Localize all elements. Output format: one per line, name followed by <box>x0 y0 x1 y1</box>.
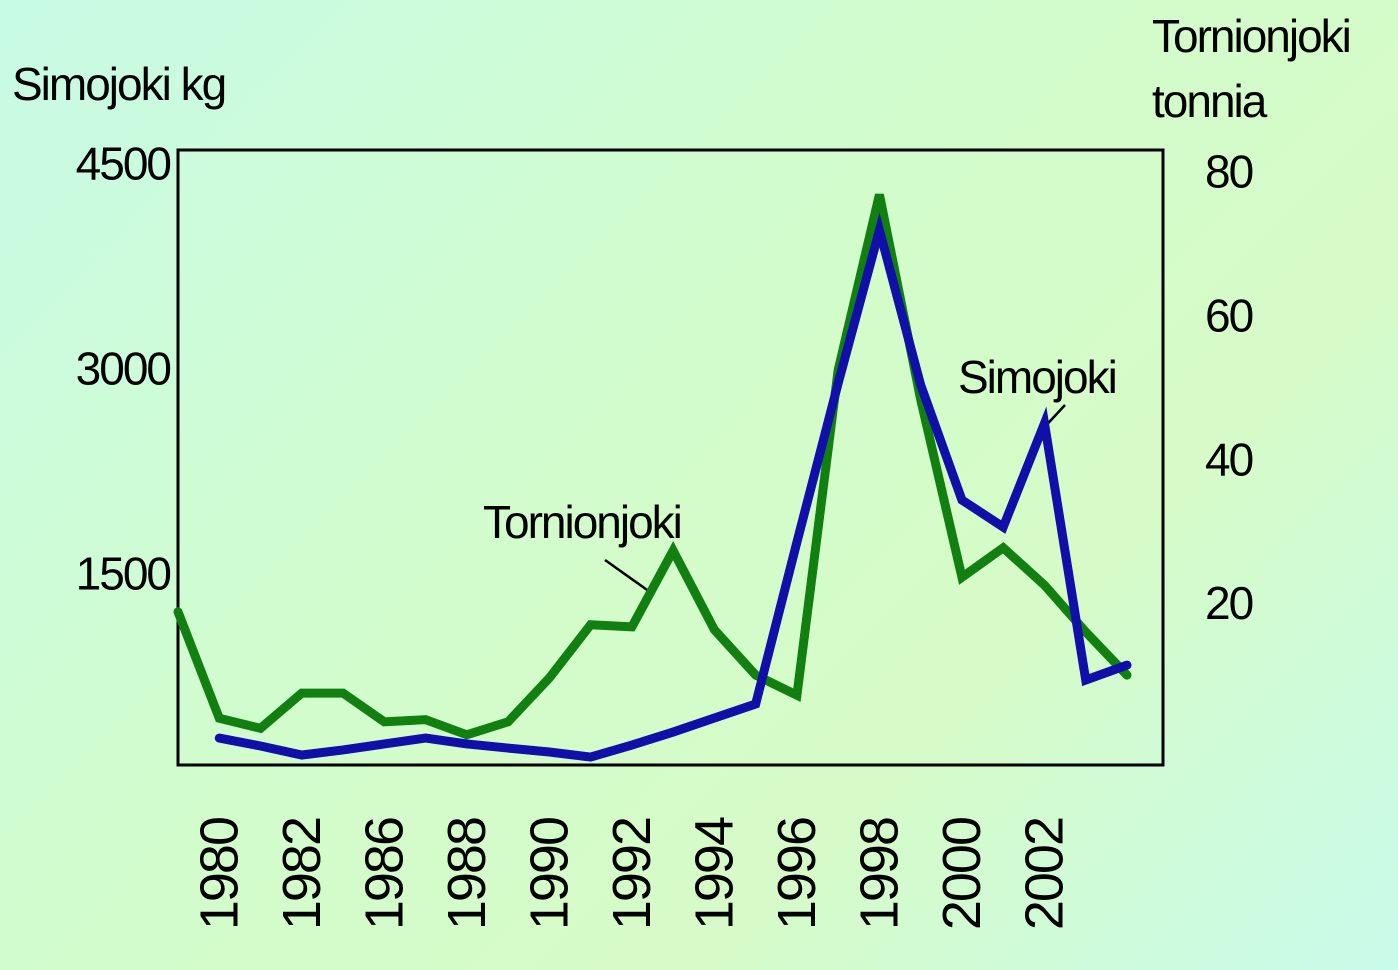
y2-tick-label: 80 <box>1205 146 1253 198</box>
x-tick-label: 2002 <box>1014 818 1074 930</box>
y-tick-label: 3000 <box>76 343 171 395</box>
x-tick-label: 1990 <box>519 818 579 930</box>
plot-frame <box>176 148 1165 767</box>
y-axis-label: Simojoki kg <box>12 58 225 110</box>
annotation-pointer <box>604 558 651 594</box>
series-line <box>214 212 1132 762</box>
annotation: Tornionjoki <box>483 496 681 548</box>
y2-axis-label: tonnia <box>1152 75 1268 127</box>
y2-tick-label: 60 <box>1205 289 1253 341</box>
x-tick-label: 1980 <box>189 818 249 930</box>
x-tick-label: 1992 <box>602 818 662 930</box>
x-tick-label: 1986 <box>354 818 414 930</box>
y2-tick-label: 40 <box>1205 433 1253 485</box>
x-tick-label: 1996 <box>767 818 827 930</box>
y2-tick-label: 20 <box>1205 577 1253 629</box>
y-tick-label: 1500 <box>76 548 171 600</box>
x-tick-label: 1982 <box>272 818 332 930</box>
y-tick-label: 4500 <box>76 138 171 190</box>
x-tick-label: 1998 <box>849 818 909 930</box>
x-tick-label: 1988 <box>437 818 497 930</box>
y2-axis-label: Tornionjoki <box>1152 10 1350 62</box>
x-tick-label: 1994 <box>684 817 744 930</box>
x-tick-label: 2000 <box>932 818 992 930</box>
annotation: Simojoki <box>958 351 1116 403</box>
series-line <box>173 193 1132 740</box>
